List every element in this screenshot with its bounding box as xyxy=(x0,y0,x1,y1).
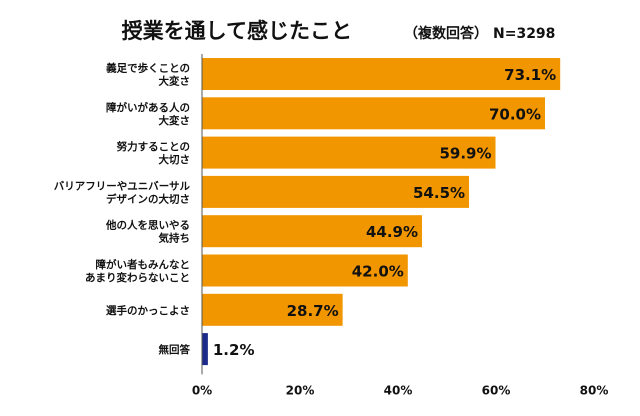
x-tick-label-2: 40% xyxy=(384,383,413,397)
bar-2 xyxy=(202,136,496,169)
category-label-line: あまり変わらないこと xyxy=(85,271,190,284)
value-label-7: 1.2% xyxy=(213,341,255,359)
value-label-0: 73.1% xyxy=(504,66,556,84)
category-label-line: 大切さ xyxy=(159,153,191,166)
bar-6 xyxy=(202,293,343,326)
category-label-7: 無回答 xyxy=(159,343,191,356)
x-tick-label-0: 0% xyxy=(192,383,212,397)
chart-subtitle: （複数回答） xyxy=(404,25,488,42)
bar-4 xyxy=(202,215,423,248)
category-label-2: 努力することの大切さ xyxy=(116,140,190,166)
bar-0 xyxy=(202,58,561,90)
x-tick-label-4: 80% xyxy=(580,383,609,397)
value-label-2: 59.9% xyxy=(439,145,491,163)
category-label-line: 努力することの xyxy=(116,140,190,153)
sample-size: N=3298 xyxy=(493,26,555,42)
x-tick-label-3: 60% xyxy=(482,383,511,397)
category-label-line: 選手のかっこよさ xyxy=(106,304,190,317)
category-label-0: 義足で歩くことの大変さ xyxy=(106,62,190,88)
bar-5 xyxy=(202,254,408,287)
category-label-line: 大変さ xyxy=(159,114,191,127)
value-label-3: 54.5% xyxy=(413,184,465,202)
value-label-6: 28.7% xyxy=(287,302,339,320)
category-label-line: 義足で歩くことの xyxy=(106,62,190,75)
category-label-1: 障がいがある人の大変さ xyxy=(106,101,190,127)
bar-1 xyxy=(202,97,545,130)
category-label-line: 障がい者もみんなと xyxy=(96,258,191,271)
category-label-line: 無回答 xyxy=(159,343,191,356)
category-label-line: 他の人を思いやる xyxy=(105,219,190,232)
category-label-3: バリアフリーやユニバーサルデザインの大切さ xyxy=(54,180,191,205)
value-label-5: 42.0% xyxy=(352,263,404,281)
bar-3 xyxy=(202,175,470,208)
x-tick-label-1: 20% xyxy=(286,383,315,397)
category-label-line: 気持ち xyxy=(158,232,191,245)
bar-7 xyxy=(202,333,208,366)
chart-title: 授業を通して感じたこと xyxy=(122,19,352,43)
category-label-4: 他の人を思いやる気持ち xyxy=(105,219,190,245)
category-label-line: バリアフリーやユニバーサル xyxy=(54,180,191,192)
category-label-line: デザインの大切さ xyxy=(106,192,190,205)
plot-area: 73.1%義足で歩くことの大変さ70.0%障がいがある人の大変さ59.9%努力す… xyxy=(54,54,609,397)
category-label-line: 大変さ xyxy=(159,75,191,88)
category-label-line: 障がいがある人の xyxy=(106,101,190,114)
value-label-1: 70.0% xyxy=(489,105,541,123)
category-label-5: 障がい者もみんなとあまり変わらないこと xyxy=(85,258,190,284)
value-label-4: 44.9% xyxy=(366,223,418,241)
category-label-6: 選手のかっこよさ xyxy=(106,304,190,317)
